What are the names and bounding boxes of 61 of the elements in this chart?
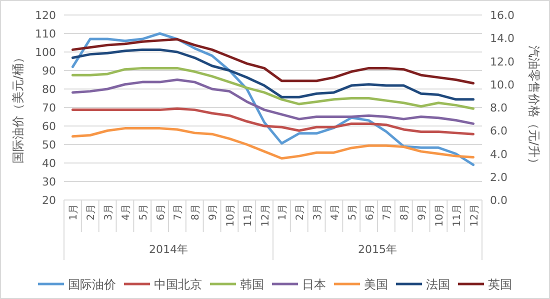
legend-label: 英国 [488, 278, 512, 292]
y-tick-label: 80 [42, 83, 56, 96]
x-tick-label: 4月 [330, 204, 341, 220]
text: 2015年 [358, 243, 397, 256]
y-tick-label: 50 [42, 138, 56, 152]
x-tick-label: 3月 [312, 204, 324, 220]
x-tick-label: 3月 [104, 204, 115, 220]
legend-label: 国际油价 [68, 278, 116, 292]
y2-axis-title: 汽油零售价格（元/升） [527, 45, 541, 170]
x-tick-label: 6月 [364, 204, 376, 220]
x-tick-label: 6月 [156, 204, 167, 220]
y-tick-label: 120 [35, 9, 56, 22]
y2-tick-label: 6.0 [490, 124, 508, 138]
line-series [71, 78, 475, 125]
x-tick-label: 9月 [417, 204, 428, 220]
x-tick-label: 9月 [208, 204, 220, 220]
y2-tick-label: 4.0 [490, 148, 508, 161]
line-series [71, 127, 475, 160]
y-tick-label: 20 [42, 194, 56, 207]
x-tick-label: 7月 [173, 204, 184, 220]
legend-label: 中国北京 [154, 278, 202, 292]
line-series [71, 48, 475, 101]
y-tick-label: 60 [42, 120, 56, 133]
y-tick-label: 70 [42, 102, 56, 114]
y2-tick-label: 8.0 [490, 102, 508, 114]
y-tick-label: 30 [42, 176, 56, 188]
line-series [71, 38, 475, 84]
x-tick-label: 11月 [242, 204, 254, 227]
x-tick-label: 10月 [434, 204, 446, 227]
line-series [71, 66, 475, 110]
x-tick-label: 2月 [295, 204, 306, 220]
x-tick-label: 4月 [120, 204, 132, 220]
y2-tick-label: 10.0 [490, 78, 514, 92]
x-tick-label: 8月 [400, 204, 411, 220]
y2-tick-label: 14.0 [490, 32, 514, 46]
legend-label: 法国 [426, 278, 450, 292]
x-tick-label: 1月 [68, 204, 80, 220]
y-tick-label: 110 [35, 28, 56, 40]
y2-tick-label: 16.0 [490, 9, 514, 22]
y-axis-title: 国际油价（美元/桶） [11, 51, 25, 164]
legend-label: 美国 [364, 278, 388, 292]
text: 2014年 [149, 243, 188, 256]
y-tick-label: 40 [42, 157, 56, 170]
x-tick-label: 8月 [190, 204, 202, 220]
x-tick-label: 5月 [347, 204, 358, 220]
x-tick-label: 11月 [452, 204, 463, 227]
x-tick-label: 12月 [260, 204, 272, 227]
y-tick-label: 100 [35, 46, 56, 59]
legend-label: 日本 [302, 278, 326, 292]
line-series [71, 107, 475, 136]
x-tick-label: 5月 [138, 204, 150, 220]
x-tick-label: 2月 [86, 204, 98, 220]
legend-label: 韩国 [240, 278, 264, 292]
y-tick-label: 90 [42, 64, 56, 78]
x-tick-label: 12月 [469, 204, 480, 227]
x-tick-label: 1月 [278, 204, 289, 220]
y2-tick-label: 2.0 [490, 170, 508, 184]
x-tick-label: 7月 [382, 204, 394, 220]
y2-tick-label: 0.0 [490, 194, 508, 207]
x-tick-label: 10月 [225, 204, 236, 227]
y2-tick-label: 12.0 [490, 55, 514, 68]
